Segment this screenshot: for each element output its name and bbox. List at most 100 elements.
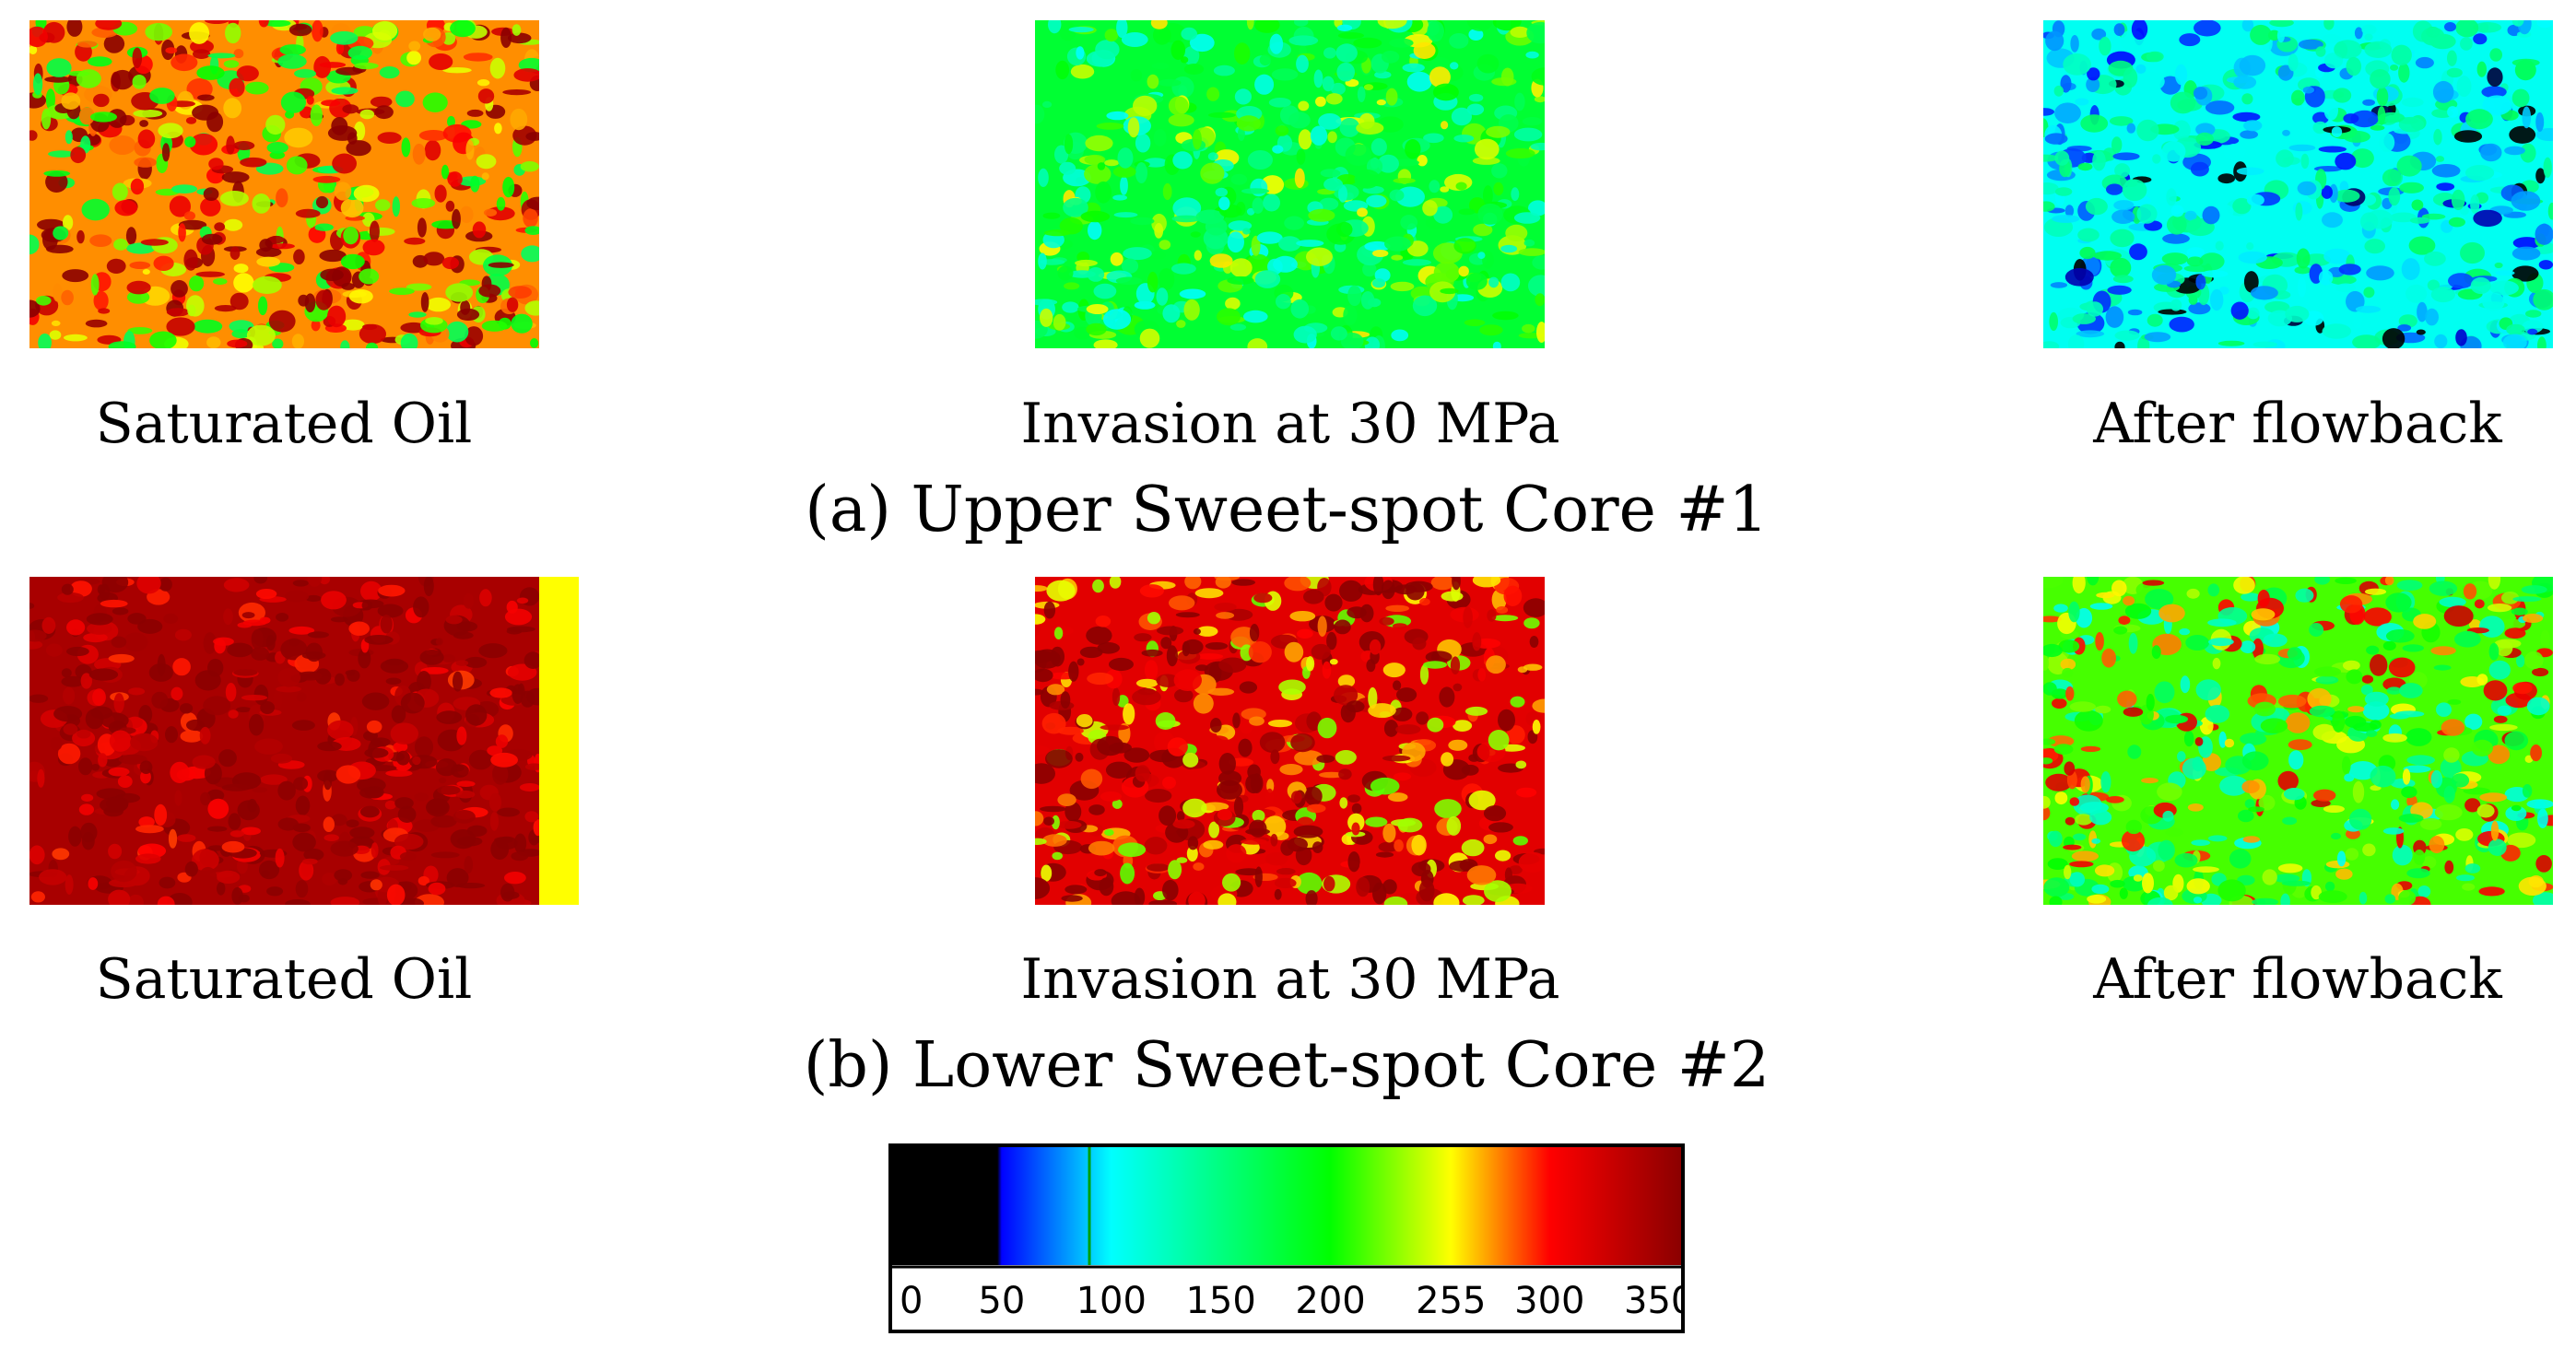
heatmap-blob xyxy=(2110,879,2125,888)
heatmap-blob xyxy=(2086,301,2103,317)
heatmap-blob xyxy=(184,136,196,147)
heatmap-blob xyxy=(1329,659,1338,665)
heatmap-blob xyxy=(2366,645,2380,655)
heatmap-blob xyxy=(1268,98,1291,108)
heatmap-blob xyxy=(1463,606,1473,628)
heatmap-blob xyxy=(466,825,488,837)
heatmap-blob xyxy=(341,282,355,290)
heatmap-blob xyxy=(2087,577,2100,586)
heatmap-blob xyxy=(487,745,503,756)
heatmap-blob xyxy=(277,780,296,801)
heatmap-blob xyxy=(513,68,539,82)
heatmap-blob xyxy=(1252,809,1265,822)
heatmap-blob xyxy=(401,137,411,158)
heatmap-blob xyxy=(1209,253,1233,268)
heatmap-blob xyxy=(2488,577,2501,590)
heatmap-blob xyxy=(441,654,455,662)
heatmap-blob xyxy=(2481,86,2507,99)
heatmap-blob xyxy=(1522,117,1543,126)
heatmap-blob xyxy=(1372,882,1387,905)
heatmap-blob xyxy=(113,239,128,251)
heatmap-blob xyxy=(341,319,365,331)
heatmap-blob xyxy=(340,340,350,348)
heatmap-blob xyxy=(2389,713,2410,720)
heatmap-blob xyxy=(241,695,268,701)
heatmap-blob xyxy=(1323,47,1336,59)
heatmap-blob xyxy=(1200,162,1225,184)
colorbar-gradient xyxy=(892,1147,1681,1265)
heatmap-blob xyxy=(1112,687,1121,706)
heatmap-blob xyxy=(1389,189,1405,202)
heatmap-blob xyxy=(1080,210,1111,223)
heatmap-blob xyxy=(390,722,418,744)
heatmap-blob xyxy=(1483,185,1493,206)
heatmap-blob xyxy=(125,227,137,245)
heatmap-blob xyxy=(299,860,314,881)
heatmap-blob xyxy=(1466,20,1494,31)
heatmap-blob xyxy=(411,198,436,208)
heatmap-blob xyxy=(1486,125,1511,138)
heatmap-blob xyxy=(2512,237,2541,250)
heatmap-blob xyxy=(1035,668,1053,683)
heatmap-blob xyxy=(2323,20,2335,30)
heatmap-blob xyxy=(1453,720,1473,732)
heatmap-blob xyxy=(1097,642,1120,654)
heatmap-blob xyxy=(2430,646,2456,656)
heatmap-blob xyxy=(500,27,512,48)
heatmap-blob xyxy=(1513,212,1541,224)
heatmap-blob xyxy=(366,720,382,733)
heatmap-blob xyxy=(81,198,110,221)
heatmap-blob xyxy=(1534,96,1545,103)
heatmap-blob xyxy=(2111,136,2123,154)
heatmap-blob xyxy=(29,234,40,255)
heatmap-blob xyxy=(2330,832,2342,840)
heatmap-blob xyxy=(1147,612,1161,625)
heatmap-blob xyxy=(406,283,432,291)
colorbar-tick-label: 0 xyxy=(900,1280,923,1322)
heatmap-blob xyxy=(459,205,474,224)
heatmap-blob xyxy=(2195,274,2206,290)
heatmap-blob xyxy=(2417,301,2428,322)
heatmap-blob xyxy=(2207,583,2220,597)
heatmap-blob xyxy=(1345,144,1372,167)
heatmap-blob xyxy=(2390,64,2399,71)
heatmap-blob xyxy=(520,690,535,708)
heatmap-blob xyxy=(1284,216,1304,230)
heatmap-blob xyxy=(1106,111,1129,121)
heatmap-blob xyxy=(292,580,309,587)
heatmap-blob xyxy=(436,710,463,724)
heatmap-blob xyxy=(483,208,498,217)
heatmap-blob xyxy=(2388,657,2416,678)
heatmap-blob xyxy=(2313,666,2341,677)
heatmap-blob xyxy=(2540,629,2550,649)
heatmap-blob xyxy=(223,608,233,626)
heatmap-blob xyxy=(2052,215,2080,223)
heatmap-blob xyxy=(1500,273,1521,292)
heatmap-blob xyxy=(1100,791,1122,802)
heatmap-blob xyxy=(66,646,89,657)
heatmap-blob xyxy=(29,130,38,141)
heatmap-blob xyxy=(2095,632,2104,651)
heatmap-blob xyxy=(2217,340,2245,346)
heatmap-blob xyxy=(508,286,532,299)
panel-label-b-invasion: Invasion at 30 MPa xyxy=(1020,947,1560,1012)
heatmap-blob xyxy=(2241,20,2254,32)
heatmap-blob xyxy=(1263,193,1280,212)
row-caption-b: (b) Lower Sweet-spot Core #2 xyxy=(803,1029,1770,1102)
heatmap-blob xyxy=(252,787,268,793)
heatmap-blob xyxy=(1123,247,1152,261)
heatmap-blob xyxy=(2473,33,2488,45)
heatmap-blob xyxy=(1334,685,1359,706)
heatmap-blob xyxy=(2488,744,2511,765)
heatmap-blob xyxy=(311,319,321,332)
heatmap-blob xyxy=(37,768,45,788)
heatmap-blob xyxy=(1099,877,1114,897)
heatmap-blob xyxy=(2295,202,2303,221)
heatmap-blob xyxy=(2318,146,2347,153)
heatmap-blob xyxy=(2352,334,2382,348)
heatmap-blob xyxy=(507,32,532,44)
heatmap-blob xyxy=(1043,601,1056,619)
heatmap-blob xyxy=(2455,20,2479,38)
heatmap-blob xyxy=(108,889,131,905)
heatmap-blob xyxy=(2135,72,2165,91)
